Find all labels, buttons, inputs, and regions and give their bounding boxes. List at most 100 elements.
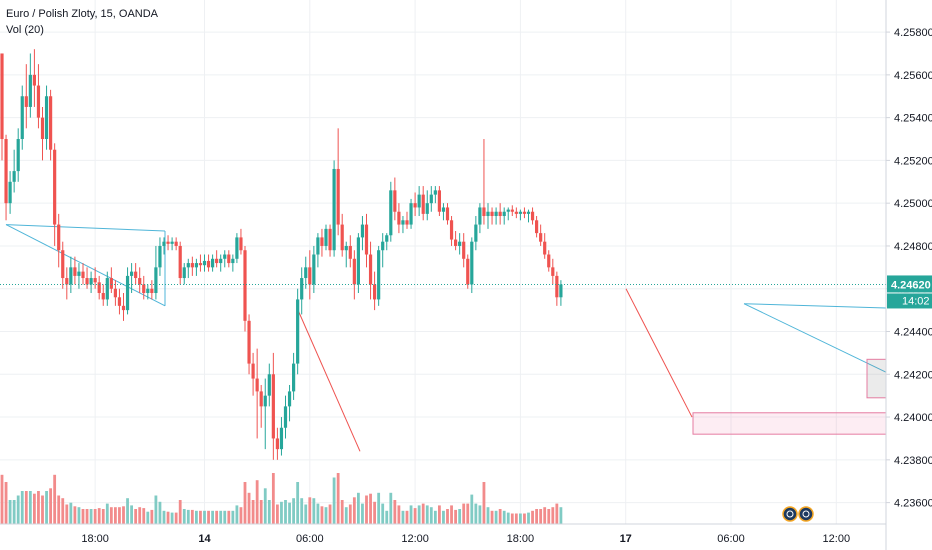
volume-bar [77, 507, 81, 524]
candle-body [44, 96, 49, 140]
candle-body [449, 220, 454, 240]
candle-body [405, 220, 409, 225]
trend-line [743, 303, 887, 309]
volume-bar [462, 503, 466, 524]
candle-body [190, 263, 194, 268]
candle-body [251, 363, 255, 379]
volume-bar [126, 498, 129, 524]
candle-body [73, 267, 77, 276]
volume-bar [138, 507, 142, 524]
volume-bar [393, 500, 397, 524]
time-tick-label: 12:00 [823, 533, 851, 545]
volume-bar [442, 510, 445, 524]
candle-body [308, 267, 312, 285]
volume-bar [69, 502, 73, 524]
candle-body [454, 239, 458, 246]
volume-bar [255, 480, 259, 524]
candle-body [559, 284, 563, 298]
volume-bar [28, 491, 32, 524]
volume-bar [8, 500, 12, 524]
candle-body [478, 207, 482, 225]
candle-body [97, 282, 101, 294]
candle-body [425, 203, 429, 214]
volume-bar [20, 491, 24, 524]
volume-bar [158, 501, 162, 524]
volume-bar [93, 509, 97, 524]
candle-body [227, 254, 231, 264]
volume-bar [292, 498, 295, 524]
candle-body [462, 241, 466, 259]
volume-bar [425, 505, 429, 524]
candle-body [518, 211, 522, 214]
time-tick-label: 14 [198, 533, 211, 545]
volume-bar [498, 509, 502, 524]
volume-bar [219, 510, 223, 524]
volume-bar [109, 507, 113, 524]
candle-body [206, 260, 211, 268]
candle-body [498, 211, 502, 217]
time-tick-label: 18:00 [81, 533, 109, 545]
volume-bar [340, 500, 344, 524]
symbol-title: Euro / Polish Zloty, 15, OANDA [6, 8, 159, 20]
volume-bar [397, 505, 401, 524]
candle-body [40, 117, 45, 140]
price-tick-label: 4.24000 [894, 412, 932, 424]
candle-body [526, 211, 531, 214]
candle-body [182, 267, 186, 279]
trend-line [297, 309, 361, 452]
volume-bar [421, 503, 425, 524]
candle-body [105, 278, 109, 300]
candle-body [494, 211, 498, 217]
candle-body [243, 250, 247, 321]
volume-bar [41, 495, 44, 524]
candle-body [69, 267, 73, 285]
economic-event-icon[interactable] [782, 506, 798, 522]
candle-body [117, 297, 122, 306]
volume-bar [154, 495, 158, 524]
volume-bar [470, 494, 474, 524]
economic-event-icon[interactable] [798, 506, 814, 522]
candle-body [211, 258, 215, 268]
volume-bar [114, 507, 117, 524]
volume-bar [231, 510, 235, 524]
candle-body [336, 168, 340, 225]
volume-bar [271, 473, 275, 524]
candle-body [474, 224, 478, 242]
time-tick-label: 06:00 [296, 533, 324, 545]
candle-body [320, 237, 324, 246]
volume-bar [369, 493, 372, 524]
volume-bar [4, 482, 8, 524]
volume-bar [101, 509, 105, 524]
volume-bar [502, 510, 506, 524]
trend-line [743, 303, 887, 373]
candle-body [543, 241, 547, 255]
volume-bar [296, 482, 300, 524]
candle-body [0, 53, 4, 140]
volume-bar [186, 509, 190, 524]
candle-body [125, 275, 130, 311]
current-price-badge [887, 275, 932, 293]
candle-body [166, 241, 170, 244]
volume-bar [142, 508, 146, 524]
volume-bar [24, 491, 28, 524]
candle-body [535, 220, 539, 234]
volume-bar [227, 510, 231, 524]
candle-body [429, 194, 433, 204]
candle-body [255, 378, 259, 392]
candle-body [49, 96, 53, 150]
price-tick-label: 4.25400 [894, 113, 932, 125]
volume-bar [65, 504, 69, 524]
candle-body [162, 241, 166, 246]
time-tick-label: 12:00 [401, 533, 429, 545]
volume-bar [37, 491, 40, 524]
trend-line [5, 224, 166, 232]
volume-bar [438, 505, 441, 524]
volume-bar [203, 510, 206, 524]
volume-bar [490, 510, 494, 524]
volume-bar [215, 510, 219, 524]
volume-bar [510, 513, 514, 524]
current-price-label: 4.24620 [891, 279, 931, 291]
volume-bar [539, 509, 543, 524]
candle-body [178, 245, 182, 279]
